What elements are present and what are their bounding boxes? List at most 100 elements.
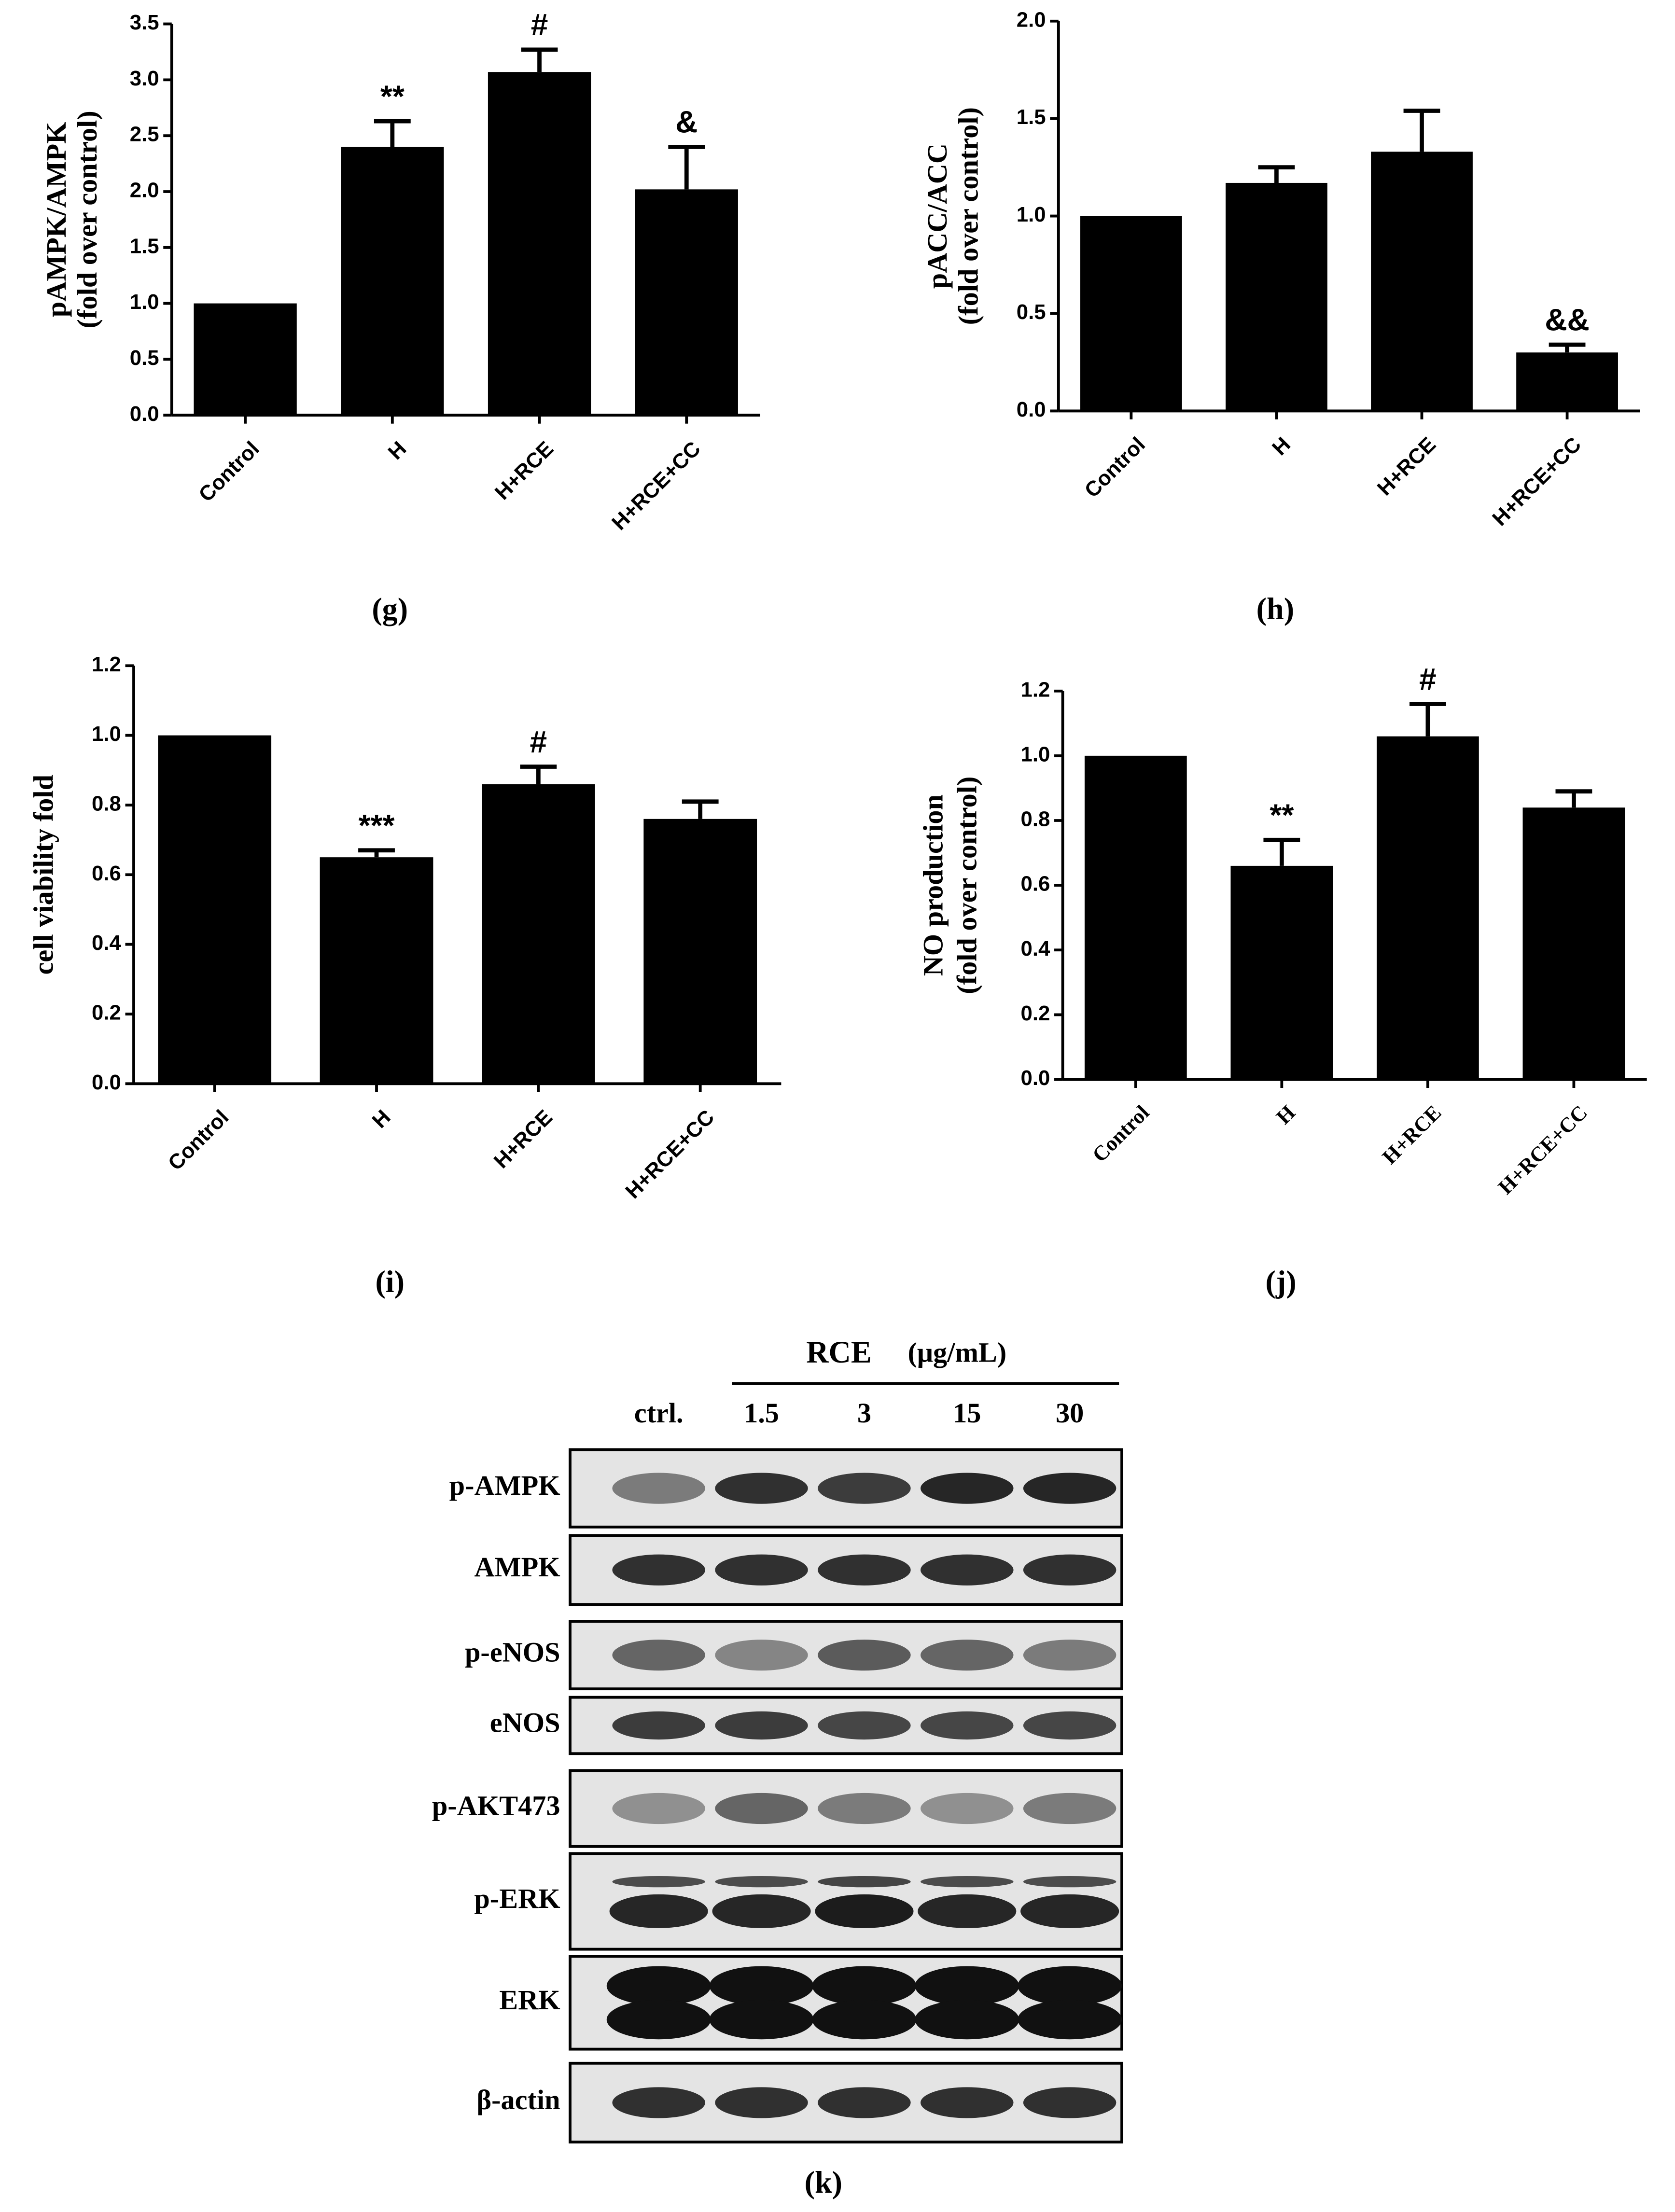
blot-band xyxy=(921,1473,1014,1504)
blot-band xyxy=(715,2087,808,2118)
bar xyxy=(194,303,297,416)
y-tick-label: 1.0 xyxy=(1017,203,1046,226)
lane-label: 1.5 xyxy=(744,1397,779,1429)
bar xyxy=(1522,807,1625,1080)
significance-label: ** xyxy=(380,79,405,113)
blot-band xyxy=(612,1640,705,1671)
significance-label: # xyxy=(530,724,547,759)
blot-band xyxy=(1018,1966,1122,2006)
blot-band xyxy=(921,1554,1014,1586)
blot-band xyxy=(715,1711,808,1740)
y-tick-label: 0.6 xyxy=(92,862,121,885)
y-tick-label: 1.2 xyxy=(92,653,121,676)
y-axis-label: (fold over control) xyxy=(952,107,984,325)
blot-band xyxy=(712,1894,811,1928)
y-tick-label: 0.0 xyxy=(130,402,159,426)
y-tick-label: 0.8 xyxy=(1021,807,1050,831)
significance-label: # xyxy=(531,7,548,42)
y-axis-label: (fold over control) xyxy=(951,777,982,994)
y-axis-label: pAMPK/AMPK xyxy=(41,122,72,317)
blot-band xyxy=(818,1876,911,1888)
y-tick-label: 0.0 xyxy=(92,1071,121,1094)
blot-band xyxy=(612,1793,705,1824)
blot-band xyxy=(1023,1793,1117,1824)
y-tick-label: 1.0 xyxy=(1021,742,1050,766)
blot-band xyxy=(1018,2000,1122,2040)
blot-band xyxy=(709,1966,814,2006)
bar xyxy=(643,819,757,1084)
y-tick-label: 1.0 xyxy=(92,722,121,746)
blot-band xyxy=(818,1711,911,1740)
bar xyxy=(488,72,591,416)
y-tick-label: 1.5 xyxy=(130,234,159,258)
blot-band xyxy=(818,1554,911,1586)
bar xyxy=(1371,152,1473,411)
y-tick-label: 1.0 xyxy=(130,290,159,314)
y-axis-label: NO production xyxy=(917,794,949,976)
lane-label: 15 xyxy=(953,1397,981,1429)
bar xyxy=(158,735,272,1084)
panel-caption: (j) xyxy=(1265,1265,1296,1299)
y-tick-label: 0.8 xyxy=(92,792,121,815)
blot-band xyxy=(612,1554,705,1586)
bar xyxy=(1230,865,1333,1080)
bar xyxy=(320,857,433,1084)
y-tick-label: 0.5 xyxy=(1017,300,1046,324)
blot-band xyxy=(921,1876,1014,1888)
bar xyxy=(1226,182,1327,411)
y-tick-label: 2.0 xyxy=(130,179,159,202)
y-tick-label: 0.0 xyxy=(1021,1066,1050,1090)
treatment-label: RCE xyxy=(806,1335,871,1369)
blot-band xyxy=(715,1473,808,1504)
blot-band xyxy=(612,1711,705,1740)
blot-band xyxy=(1023,1711,1117,1740)
bar xyxy=(1516,352,1618,411)
panel-caption: (k) xyxy=(805,2165,842,2199)
lane-label: 30 xyxy=(1056,1397,1084,1429)
lane-label: 3 xyxy=(857,1397,871,1429)
bar xyxy=(1080,216,1182,411)
blot-band xyxy=(918,1894,1017,1928)
blot-band xyxy=(1023,1473,1117,1504)
y-tick-label: 0.6 xyxy=(1021,872,1050,896)
y-axis-label: (fold over control) xyxy=(71,111,103,328)
significance-label: *** xyxy=(359,808,395,843)
blot-band xyxy=(715,1554,808,1586)
significance-label: ** xyxy=(1270,798,1294,833)
y-tick-label: 1.5 xyxy=(1017,105,1046,129)
blot-band xyxy=(612,2087,705,2118)
y-tick-label: 3.5 xyxy=(130,11,159,34)
blot-band xyxy=(709,2000,814,2040)
y-axis-label: pACC/ACC xyxy=(921,143,953,289)
significance-label: # xyxy=(1419,662,1437,696)
blot-band xyxy=(818,1473,911,1504)
blot-band xyxy=(815,1894,914,1928)
blot-band xyxy=(1023,1640,1117,1671)
bar xyxy=(341,147,444,416)
unit-label: (μg/mL) xyxy=(908,1336,1007,1368)
bar xyxy=(1376,736,1479,1080)
blot-band xyxy=(609,1894,708,1928)
y-tick-label: 0.2 xyxy=(1021,1002,1050,1025)
blot-band xyxy=(715,1640,808,1671)
blot-band xyxy=(921,2087,1014,2118)
blot-band xyxy=(915,1966,1019,2006)
y-axis-label: cell viability fold xyxy=(28,775,59,975)
blot-band xyxy=(812,2000,917,2040)
blot-band xyxy=(1023,1876,1117,1888)
row-label: p-AMPK xyxy=(449,1470,560,1501)
row-label: ERK xyxy=(499,1984,560,2016)
blot-band xyxy=(715,1876,808,1888)
row-label: p-ERK xyxy=(474,1883,560,1914)
blot-band xyxy=(921,1711,1014,1740)
y-tick-label: 2.5 xyxy=(130,123,159,146)
y-tick-label: 2.0 xyxy=(1017,8,1046,31)
panel-caption: (i) xyxy=(375,1265,405,1299)
panel-caption: (h) xyxy=(1256,592,1294,626)
row-label: p-AKT473 xyxy=(432,1790,560,1821)
bar xyxy=(1084,755,1187,1080)
row-label: p-eNOS xyxy=(465,1637,560,1668)
row-label: β-actin xyxy=(476,2084,560,2115)
row-label: eNOS xyxy=(490,1707,560,1738)
